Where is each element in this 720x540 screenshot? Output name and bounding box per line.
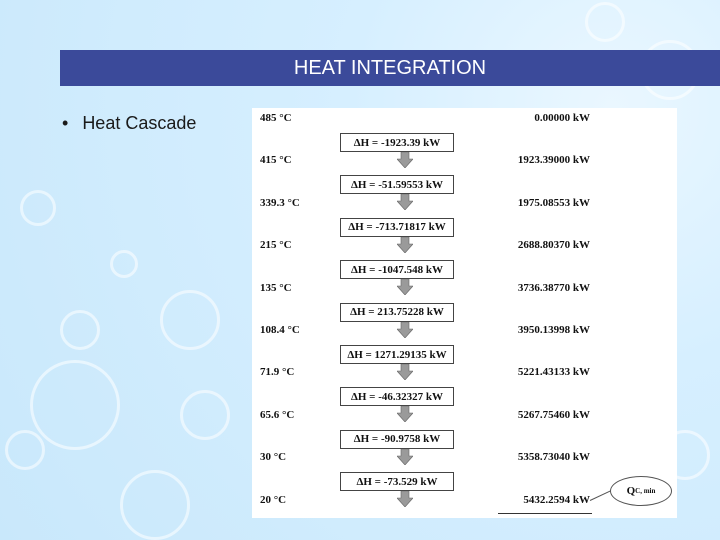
decor-bubble xyxy=(5,430,45,470)
total-underline xyxy=(498,513,592,514)
cascade-temperature: 339.3 °C xyxy=(260,196,300,209)
cascade-cumulative-heat: 2688.80370 kW xyxy=(517,239,590,252)
cascade-delta-h-box: ΔH = 213.75228 kW xyxy=(340,302,454,322)
decor-bubble xyxy=(180,390,230,440)
slide-title-bar: HEAT INTEGRATION xyxy=(60,50,720,86)
cascade-delta-h-box: ΔH = -1923.39 kW xyxy=(340,133,454,152)
cascade-temperature: 71.9 °C xyxy=(260,366,295,379)
cascade-cumulative-heat: 0.00000 kW xyxy=(534,112,590,124)
decor-bubble xyxy=(20,190,56,226)
cascade-delta-h-box: ΔH = -1047.548 kW xyxy=(340,260,454,280)
down-arrow-icon xyxy=(397,321,413,338)
decor-bubble xyxy=(160,290,220,350)
cascade-temperature: 30 °C xyxy=(260,451,287,464)
cascade-temperature: 20 °C xyxy=(260,493,287,506)
qmin-main: Q xyxy=(626,485,636,497)
cascade-temperature: 65.6 °C xyxy=(260,408,295,421)
down-arrow-icon xyxy=(397,448,413,465)
slide-title: HEAT INTEGRATION xyxy=(293,56,487,79)
cascade-delta-h-box: ΔH = -46.32327 kW xyxy=(340,387,454,407)
decor-bubble xyxy=(120,470,190,540)
cascade-temperature: 135 °C xyxy=(260,281,292,294)
decor-bubble xyxy=(60,310,100,350)
cascade-delta-h-box: ΔH = -90.9758 kW xyxy=(340,429,454,449)
bullet-dot: • xyxy=(62,113,69,133)
decor-bubble xyxy=(30,360,120,450)
cascade-delta-h-box: ΔH = 1271.29135 kW xyxy=(340,345,454,364)
qmin-label: Q C, min xyxy=(610,476,672,506)
down-arrow-icon xyxy=(397,406,413,423)
cascade-cumulative-heat: 1923.39000 kW xyxy=(517,154,590,167)
cascade-temperature: 215 °C xyxy=(260,239,292,252)
decor-bubble xyxy=(585,2,625,42)
bullet-item: • Heat Cascade xyxy=(62,113,196,134)
cascade-cumulative-heat: 1975.08553 kW xyxy=(517,196,590,209)
down-arrow-icon xyxy=(397,194,413,211)
cascade-delta-h-box: ΔH = -713.71817 kW xyxy=(340,217,454,237)
cascade-delta-h-box: ΔH = -51.59553 kW xyxy=(340,175,454,195)
cascade-temperature: 485 °C xyxy=(260,112,292,124)
cascade-cumulative-heat: 5432.2594 kW xyxy=(523,493,590,506)
cascade-cumulative-heat: 5267.75460 kW xyxy=(517,408,590,421)
decor-bubble xyxy=(110,250,138,278)
down-arrow-icon xyxy=(397,152,413,168)
qmin-sub: C, min xyxy=(635,487,656,495)
cascade-cumulative-heat: 3950.13998 kW xyxy=(517,324,590,336)
cascade-delta-h-box: ΔH = -73.529 kW xyxy=(340,472,454,492)
cascade-cumulative-heat: 5358.73040 kW xyxy=(517,451,590,464)
cascade-cumulative-heat: 5221.43133 kW xyxy=(517,366,590,379)
down-arrow-icon xyxy=(397,279,413,296)
down-arrow-icon xyxy=(397,491,413,508)
down-arrow-icon xyxy=(397,364,413,380)
heat-cascade-diagram: Q C, min 485 °C 0.00000 kW 415 °C 1923.39000… xyxy=(252,108,677,518)
cascade-temperature: 108.4 °C xyxy=(260,324,300,336)
qmin-pointer-line xyxy=(589,489,612,501)
cascade-temperature: 415 °C xyxy=(260,154,292,167)
down-arrow-icon xyxy=(397,236,413,253)
cascade-cumulative-heat: 3736.38770 kW xyxy=(517,281,590,294)
bullet-text: Heat Cascade xyxy=(82,113,197,133)
